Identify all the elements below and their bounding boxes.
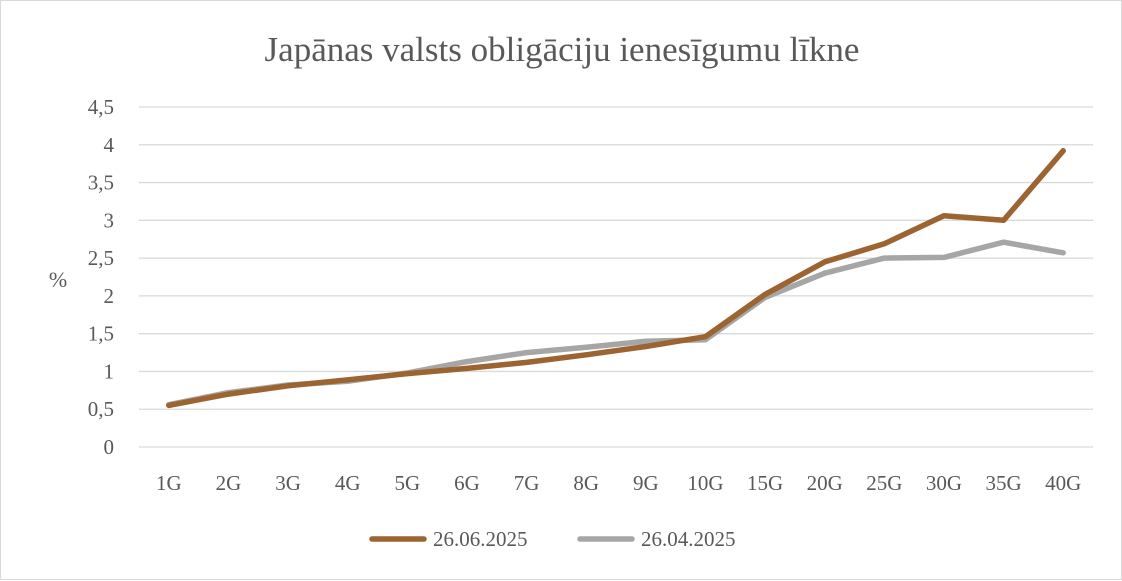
y-tick-labels: 0 0,5 1 1,5 2 2,5 3 3,5 4 4,5 <box>88 95 115 459</box>
x-tick-label: 7G <box>514 471 540 495</box>
legend-label: 26.06.2025 <box>433 527 528 551</box>
chart-title: Japānas valsts obligāciju ienesīgumu līk… <box>265 30 860 69</box>
x-tick-label: 2G <box>216 471 242 495</box>
x-tick-labels: 1G 2G 3G 4G 5G 6G 7G 8G 9G 10G 15G 20G 25G 30G 35G 40G <box>156 471 1081 495</box>
y-tick-label: 4 <box>104 133 115 157</box>
series-lines <box>166 148 1066 409</box>
y-tick-label: 3 <box>104 208 115 232</box>
x-tick-label: 20G <box>807 471 843 495</box>
x-tick-label: 8G <box>573 471 599 495</box>
y-tick-label: 0,5 <box>88 397 114 421</box>
x-tick-label: 35G <box>985 471 1021 495</box>
series-line-26.04.2025 <box>166 239 1066 408</box>
y-tick-label: 4,5 <box>88 95 114 119</box>
x-tick-label: 6G <box>454 471 480 495</box>
y-tick-label: 1 <box>104 359 115 383</box>
series-line-26.06.2025 <box>166 148 1066 409</box>
y-axis-label: % <box>49 267 67 292</box>
x-tick-label: 10G <box>687 471 723 495</box>
x-tick-label: 9G <box>633 471 659 495</box>
x-tick-label: 3G <box>275 471 301 495</box>
y-tick-label: 2 <box>104 284 115 308</box>
y-tick-label: 0 <box>104 435 115 459</box>
gridlines <box>139 106 1093 448</box>
x-tick-label: 1G <box>156 471 182 495</box>
x-tick-label: 15G <box>747 471 783 495</box>
x-tick-label: 25G <box>866 471 902 495</box>
y-tick-label: 2,5 <box>88 246 114 270</box>
legend-label: 26.04.2025 <box>641 527 736 551</box>
x-tick-label: 5G <box>394 471 420 495</box>
y-tick-label: 3,5 <box>88 171 114 195</box>
x-tick-label: 4G <box>335 471 361 495</box>
y-tick-label: 1,5 <box>88 322 114 346</box>
x-tick-label: 40G <box>1045 471 1081 495</box>
x-tick-label: 30G <box>926 471 962 495</box>
legend: 26.06.2025 26.04.2025 <box>369 527 736 551</box>
